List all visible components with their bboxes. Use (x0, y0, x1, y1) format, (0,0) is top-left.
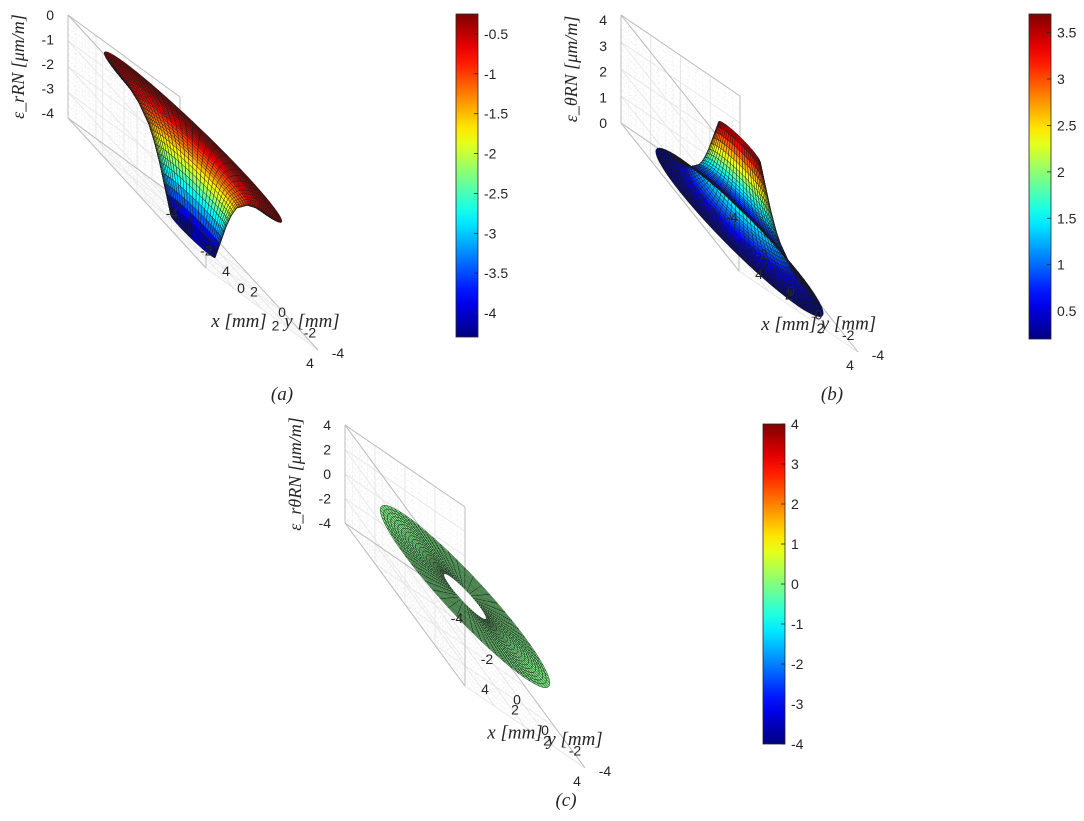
colorbar-tick-label: 1 (1057, 257, 1065, 273)
x-axis-label: x [mm] (486, 723, 542, 744)
z-tick-label: -1 (42, 32, 55, 48)
z-tick-label: -3 (42, 81, 55, 97)
panel-label: (b) (821, 384, 843, 405)
surface (379, 505, 551, 688)
z-tick-label: -2 (319, 491, 332, 507)
y-tick-label: -4 (332, 345, 345, 361)
x-tick-label: -4 (166, 205, 179, 221)
colorbar-tick-label: 2 (1057, 164, 1065, 180)
y-tick-label: -4 (599, 763, 612, 779)
colorbar-tick-label: -2.5 (484, 185, 508, 201)
colorbar-tick-label: -3 (791, 696, 804, 712)
colorbar-tick-label: 0 (791, 576, 799, 592)
panel-label: (a) (271, 384, 293, 405)
y-tick-label: 0 (541, 722, 549, 738)
surface (103, 51, 283, 259)
y-axis-label: y [mm] (545, 729, 602, 750)
colorbar-tick-label: 2 (791, 496, 799, 512)
colorbar-tick-label: 0.5 (1057, 303, 1077, 319)
colorbar-tick-label: 3 (1057, 71, 1065, 87)
y-tick-label: 2 (785, 286, 793, 302)
y-tick-label: 2 (511, 702, 519, 718)
z-tick-label: 0 (323, 466, 331, 482)
colorbar-tick-label: -4 (484, 305, 497, 321)
x-tick-label: 0 (237, 280, 245, 296)
z-tick-label: 0 (46, 7, 54, 23)
y-tick-label: 4 (481, 681, 489, 697)
y-tick-label: 0 (278, 304, 286, 320)
colorbar-tick-label: -3.5 (484, 265, 508, 281)
z-tick-label: 4 (323, 417, 331, 433)
y-tick-label: -2 (304, 325, 317, 341)
z-axis-label: ε_rθRN [μm/m] (285, 417, 305, 530)
x-tick-label: 4 (846, 357, 854, 373)
x-tick-label: 2 (543, 732, 551, 748)
colorbar-tick-label: -1.5 (484, 106, 508, 122)
z-tick-label: 0 (599, 115, 607, 131)
z-tick-label: 4 (599, 12, 607, 28)
colorbar-tick-label: -4 (791, 736, 804, 752)
colorbar-tick-label: -1 (484, 66, 497, 82)
colorbar-tick-label: -2 (791, 656, 804, 672)
y-tick-label: 4 (755, 266, 763, 282)
x-tick-label: -4 (726, 209, 739, 225)
colorbar-gradient (455, 13, 479, 338)
colorbar-tick-label: -0.5 (484, 26, 508, 42)
colorbar: -0.5 -1 -1.5 -2 -2.5 -3 -3.5 -4 (455, 13, 508, 338)
colorbar-gradient (1028, 13, 1052, 340)
z-tick-label: 3 (599, 38, 607, 54)
colorbar-tick-label: 2.5 (1057, 117, 1077, 133)
y-tick-label: 2 (250, 284, 258, 300)
colorbar-tick-label: -1 (791, 616, 804, 632)
x-tick-label: -2 (481, 651, 494, 667)
x-tick-label: 2 (272, 318, 280, 334)
colorbar-tick-label: 3.5 (1057, 25, 1077, 41)
x-tick-label: 0 (513, 692, 521, 708)
y-tick-label: -4 (872, 347, 885, 363)
z-tick-label: 2 (599, 64, 607, 80)
y-axis-label: y [mm] (282, 311, 339, 332)
x-tick-label: 2 (817, 320, 825, 336)
x-axis-label: x [mm] (760, 314, 816, 335)
z-tick-label: 1 (599, 89, 607, 105)
x-tick-label: 4 (306, 355, 314, 371)
box-edges (344, 424, 586, 769)
y-tick-label: -2 (842, 327, 855, 343)
z-tick-label: -4 (42, 105, 55, 121)
colorbar: 3.5 3 2.5 2 1.5 1 0.5 (1028, 13, 1077, 340)
x-axis-label: x [mm] (210, 311, 266, 332)
x-tick-label: -2 (755, 246, 768, 262)
colorbar: 4 3 2 1 0 -1 -2 -3 -4 (762, 416, 804, 752)
y-tick-label: 0 (815, 307, 823, 323)
colorbar-tick-label: 1.5 (1057, 210, 1077, 226)
z-axis-label: ε_rRN [μm/m] (8, 14, 28, 119)
x-tick-label: -4 (451, 610, 464, 626)
z-tick-label: 2 (323, 442, 331, 458)
y-tick-label: 4 (222, 263, 230, 279)
minor-grid (344, 430, 578, 764)
y-axis-label: y [mm] (819, 314, 876, 335)
z-axis-label: ε_θRN [μm/m] (561, 16, 581, 122)
x-tick-label: 0 (787, 283, 795, 299)
z-tick-label: -2 (42, 56, 55, 72)
z-tick-label: -4 (319, 515, 332, 531)
colorbar-tick-label: 4 (791, 416, 799, 432)
colorbar-tick-label: -3 (484, 225, 497, 241)
x-tick-label: -2 (200, 243, 213, 259)
colorbar-tick-label: 1 (791, 536, 799, 552)
y-tick-label: -2 (569, 743, 582, 759)
colorbar-tick-label: 3 (791, 456, 799, 472)
x-tick-label: 4 (573, 773, 581, 789)
surface (655, 121, 824, 317)
panel-label: (c) (555, 790, 576, 811)
colorbar-tick-label: -2 (484, 146, 497, 162)
